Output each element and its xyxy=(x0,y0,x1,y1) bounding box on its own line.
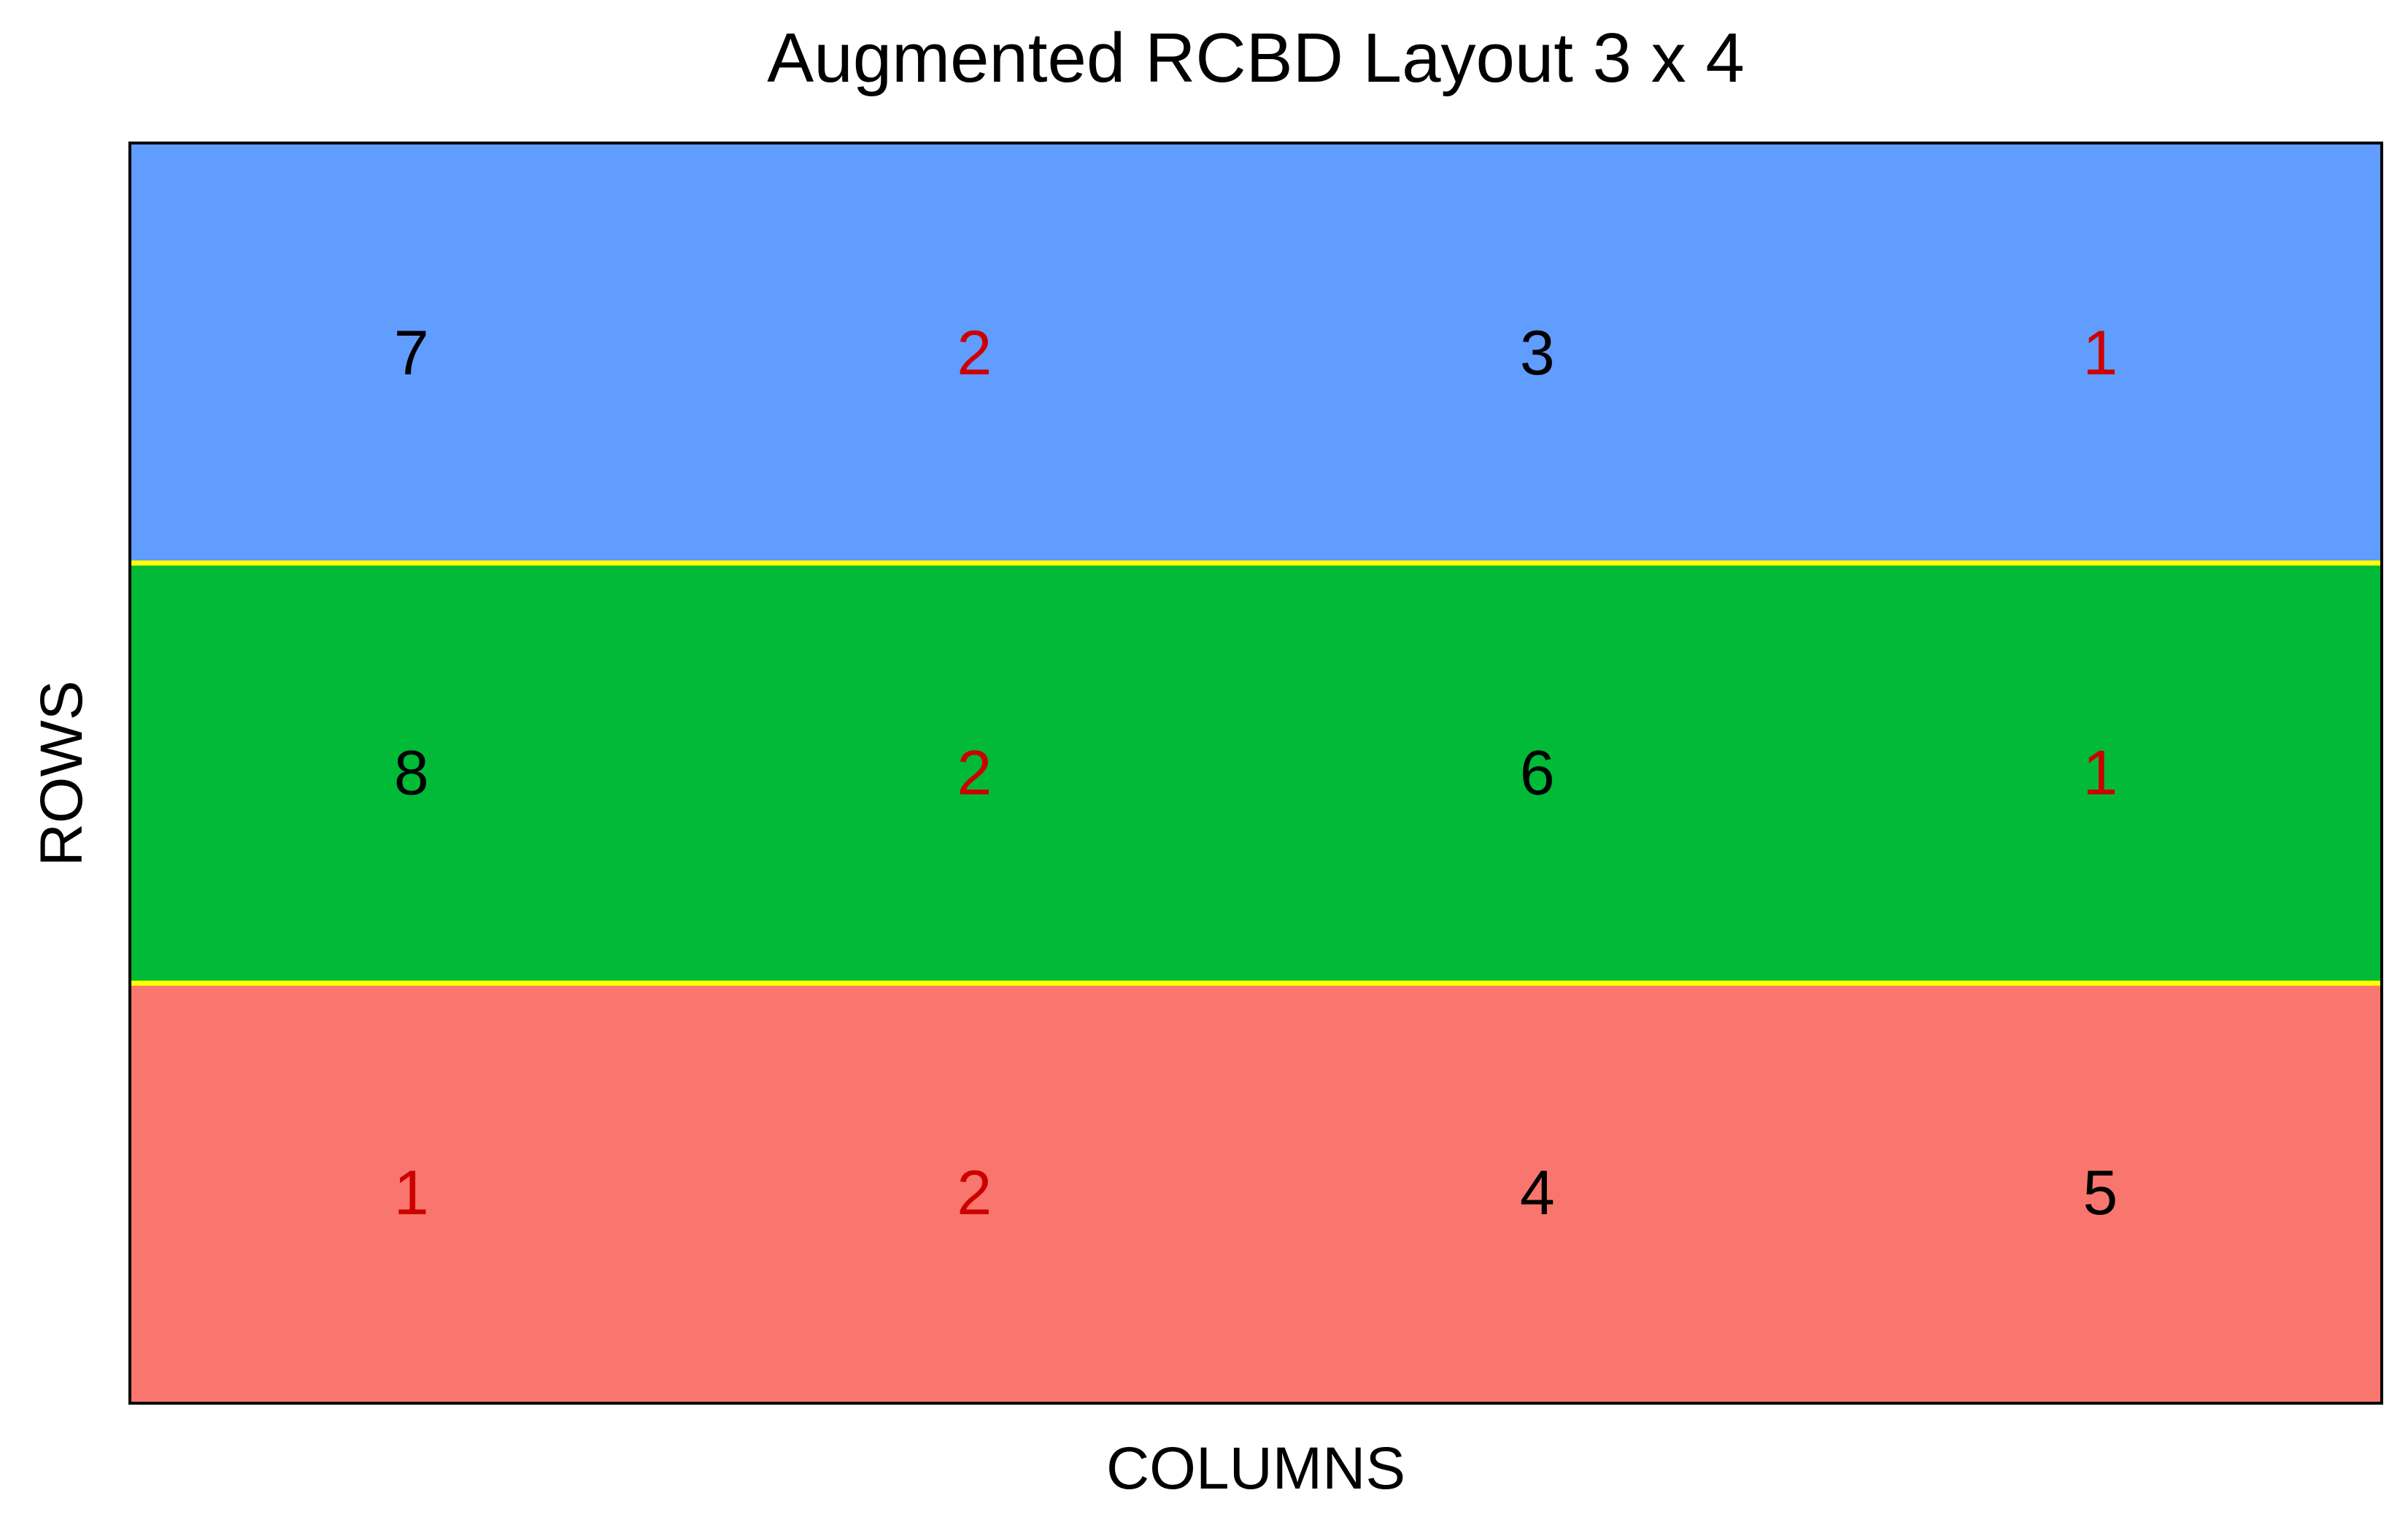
blocks-layer xyxy=(130,143,2382,1403)
block-row-3 xyxy=(130,983,2382,1403)
separators-layer xyxy=(130,560,2382,986)
plot-label-r2-c4: 1 xyxy=(2083,738,2118,808)
plot-label-r2-c3: 6 xyxy=(1520,738,1555,808)
plot-label-r3-c1: 1 xyxy=(394,1158,429,1228)
plot-label-r1-c3: 3 xyxy=(1520,318,1555,388)
plot-label-r2-c1: 8 xyxy=(394,738,429,808)
labels-layer: 7 2 3 1 8 2 6 1 1 2 4 5 xyxy=(394,318,2118,1228)
plot-label-r3-c3: 4 xyxy=(1520,1158,1555,1228)
plot-label-r1-c1: 7 xyxy=(394,318,429,388)
plot-label-r3-c2: 2 xyxy=(957,1158,992,1228)
panel-border xyxy=(128,142,2383,1405)
plot-label-r2-c2: 2 xyxy=(957,738,992,808)
block-row-1 xyxy=(130,143,2382,563)
y-axis-label: ROWS xyxy=(28,680,95,866)
block-row-2 xyxy=(130,563,2382,984)
plot-label-r3-c4: 5 xyxy=(2083,1158,2118,1228)
chart-title: Augmented RCBD Layout 3 x 4 xyxy=(767,19,1744,97)
x-axis-label: COLUMNS xyxy=(1106,1435,1405,1502)
plot-label-r1-c4: 1 xyxy=(2083,318,2118,388)
plot-label-r1-c2: 2 xyxy=(957,318,992,388)
